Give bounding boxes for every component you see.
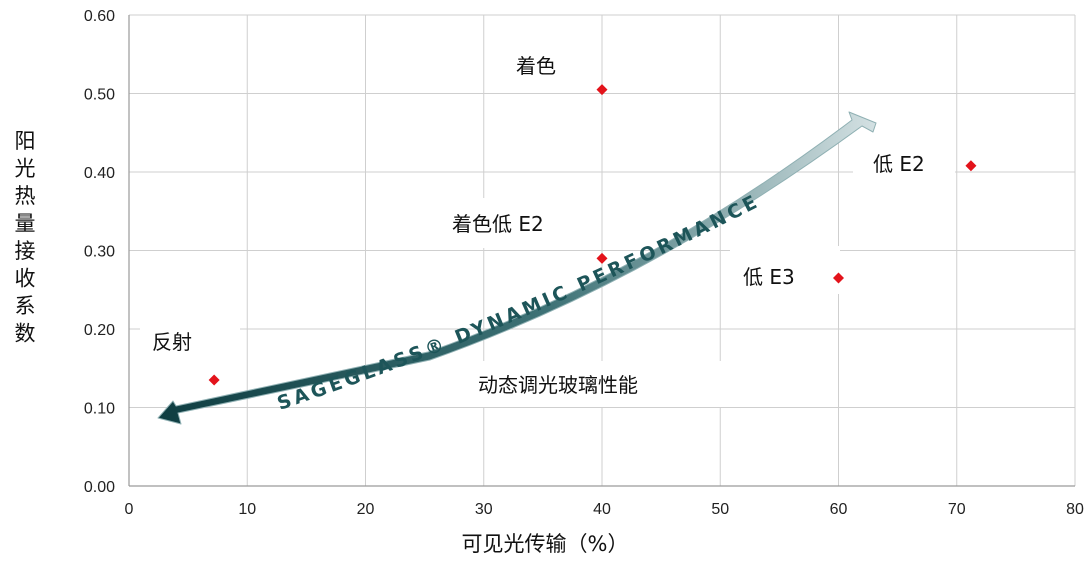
data-point-marker [596,84,608,96]
x-tick-label: 40 [593,501,611,518]
y-axis-title-char: 系 [15,294,36,318]
point-label-tinted: 着色 [516,54,556,78]
label-background [430,198,580,248]
x-tick-labels: 0 10 20 30 40 50 60 70 80 [125,501,1084,518]
y-axis-title-char: 量 [15,212,36,236]
x-tick-label: 50 [711,501,729,518]
x-tick-label: 10 [238,501,256,518]
y-tick-label: 0.30 [84,244,115,261]
y-tick-label: 0.50 [84,87,115,104]
x-tick-label: 60 [830,501,848,518]
point-label-low-e2: 低 E2 [873,152,925,176]
x-tick-label: 80 [1066,501,1084,518]
data-point-marker [208,374,220,386]
y-axis-title-char: 热 [15,184,36,208]
y-tick-labels: 0.00 0.10 0.20 0.30 0.40 0.50 0.60 [84,8,115,496]
point-label-tinted-low-e2: 着色低 E2 [452,212,544,236]
data-point-marker [833,272,844,284]
y-tick-label: 0.10 [84,401,115,418]
data-markers [208,84,977,386]
point-labels: 反射 着色 着色低 E2 低 E2 低 E3 [140,44,955,363]
y-axis-title-char: 数 [15,322,36,346]
data-point-marker [965,160,977,172]
y-axis-title-char: 收 [15,267,36,291]
arrow-body [157,111,877,425]
y-tick-label: 0.40 [84,165,115,182]
label-background [853,141,955,183]
label-background [730,246,840,294]
y-tick-label: 0.00 [84,479,115,496]
x-tick-label: 70 [948,501,966,518]
y-axis-title-char: 光 [15,157,36,181]
x-axis-title: 可见光传输（%） [462,532,629,556]
x-tick-label: 30 [475,501,493,518]
point-label-reflective: 反射 [152,330,192,354]
caption-background [460,361,732,407]
data-point-marker [596,252,608,264]
y-tick-label: 0.20 [84,322,115,339]
label-background [140,323,240,363]
x-tick-label: 0 [125,501,134,518]
axes [128,15,1075,487]
point-label-low-e3: 低 E3 [743,265,795,289]
x-tick-label: 20 [357,501,375,518]
caption-text: 动态调光玻璃性能 [478,373,638,397]
y-tick-label: 0.60 [84,8,115,25]
y-axis-title-char: 阳 [15,129,36,153]
label-background [505,44,595,82]
y-axis-title-char: 接 [15,239,36,263]
